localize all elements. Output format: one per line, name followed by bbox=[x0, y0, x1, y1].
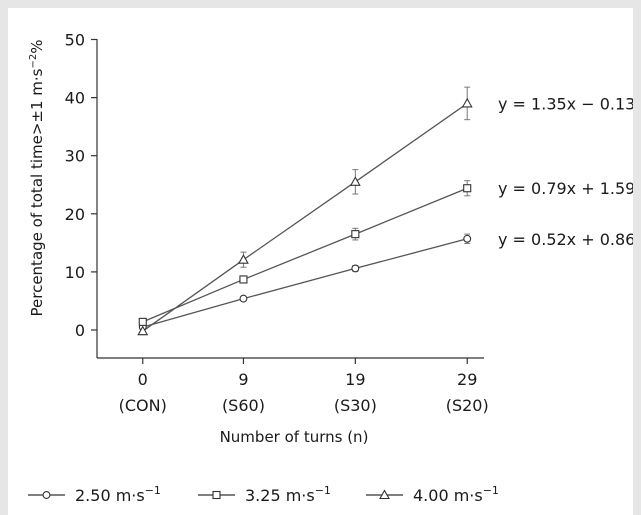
data-point-triangle bbox=[349, 176, 361, 186]
x-tick-label: 0 bbox=[138, 370, 148, 389]
series-line bbox=[142, 187, 468, 323]
x-tick-category-label: (S20) bbox=[446, 396, 489, 415]
x-tick-category-label: (CON) bbox=[119, 396, 167, 415]
x-tick-label: 9 bbox=[238, 370, 248, 389]
data-point-circle bbox=[351, 264, 360, 273]
x-tick-category-label: (S60) bbox=[222, 396, 265, 415]
x-tick-category-label: (S30) bbox=[334, 396, 377, 415]
data-point-square bbox=[351, 230, 360, 239]
fit-equation-label: y = 0.52x + 0.86 bbox=[498, 230, 633, 249]
y-tick-label: 30 bbox=[65, 147, 85, 166]
y-tick-label: 50 bbox=[65, 31, 85, 50]
y-tick-label: 40 bbox=[65, 89, 85, 108]
series-line bbox=[142, 238, 468, 328]
series-line bbox=[142, 102, 468, 332]
data-point-circle bbox=[463, 234, 472, 243]
legend-marker-square bbox=[212, 490, 221, 500]
data-point-circle bbox=[239, 294, 248, 303]
y-tick-label: 0 bbox=[75, 321, 85, 340]
x-axis-label: Number of turns (n) bbox=[220, 428, 369, 446]
fit-equation-label: y = 1.35x − 0.13 bbox=[498, 94, 633, 113]
legend-label: 2.50 m·s−1 bbox=[75, 484, 161, 505]
y-axis-label: Percentage of total time>±1 m·s−2% bbox=[28, 40, 46, 317]
data-point-square bbox=[138, 317, 147, 326]
legend-marker-circle bbox=[42, 491, 51, 499]
data-point-triangle bbox=[137, 325, 149, 336]
fit-equation-label: y = 0.79x + 1.59 bbox=[498, 179, 633, 198]
chart-panel: Percentage of total time>±1 m·s−2% Numbe… bbox=[8, 8, 633, 515]
legend-label: 3.25 m·s−1 bbox=[245, 484, 331, 505]
data-point-square bbox=[239, 275, 248, 284]
line-chart: Percentage of total time>±1 m·s−2% Numbe… bbox=[28, 31, 633, 505]
data-point-triangle bbox=[461, 97, 473, 108]
y-tick-label: 20 bbox=[65, 205, 85, 224]
legend-label: 4.00 m·s−1 bbox=[413, 484, 499, 505]
y-tick-label: 10 bbox=[65, 263, 85, 282]
x-tick-label: 29 bbox=[457, 370, 477, 389]
data-point-triangle bbox=[238, 254, 249, 264]
data-point-square bbox=[463, 184, 472, 193]
legend-marker-triangle bbox=[379, 489, 390, 500]
x-tick-label: 19 bbox=[345, 370, 365, 389]
legend: 2.50 m·s−1 3.25 m·s−1 4.00 m·s−1 bbox=[28, 484, 499, 505]
